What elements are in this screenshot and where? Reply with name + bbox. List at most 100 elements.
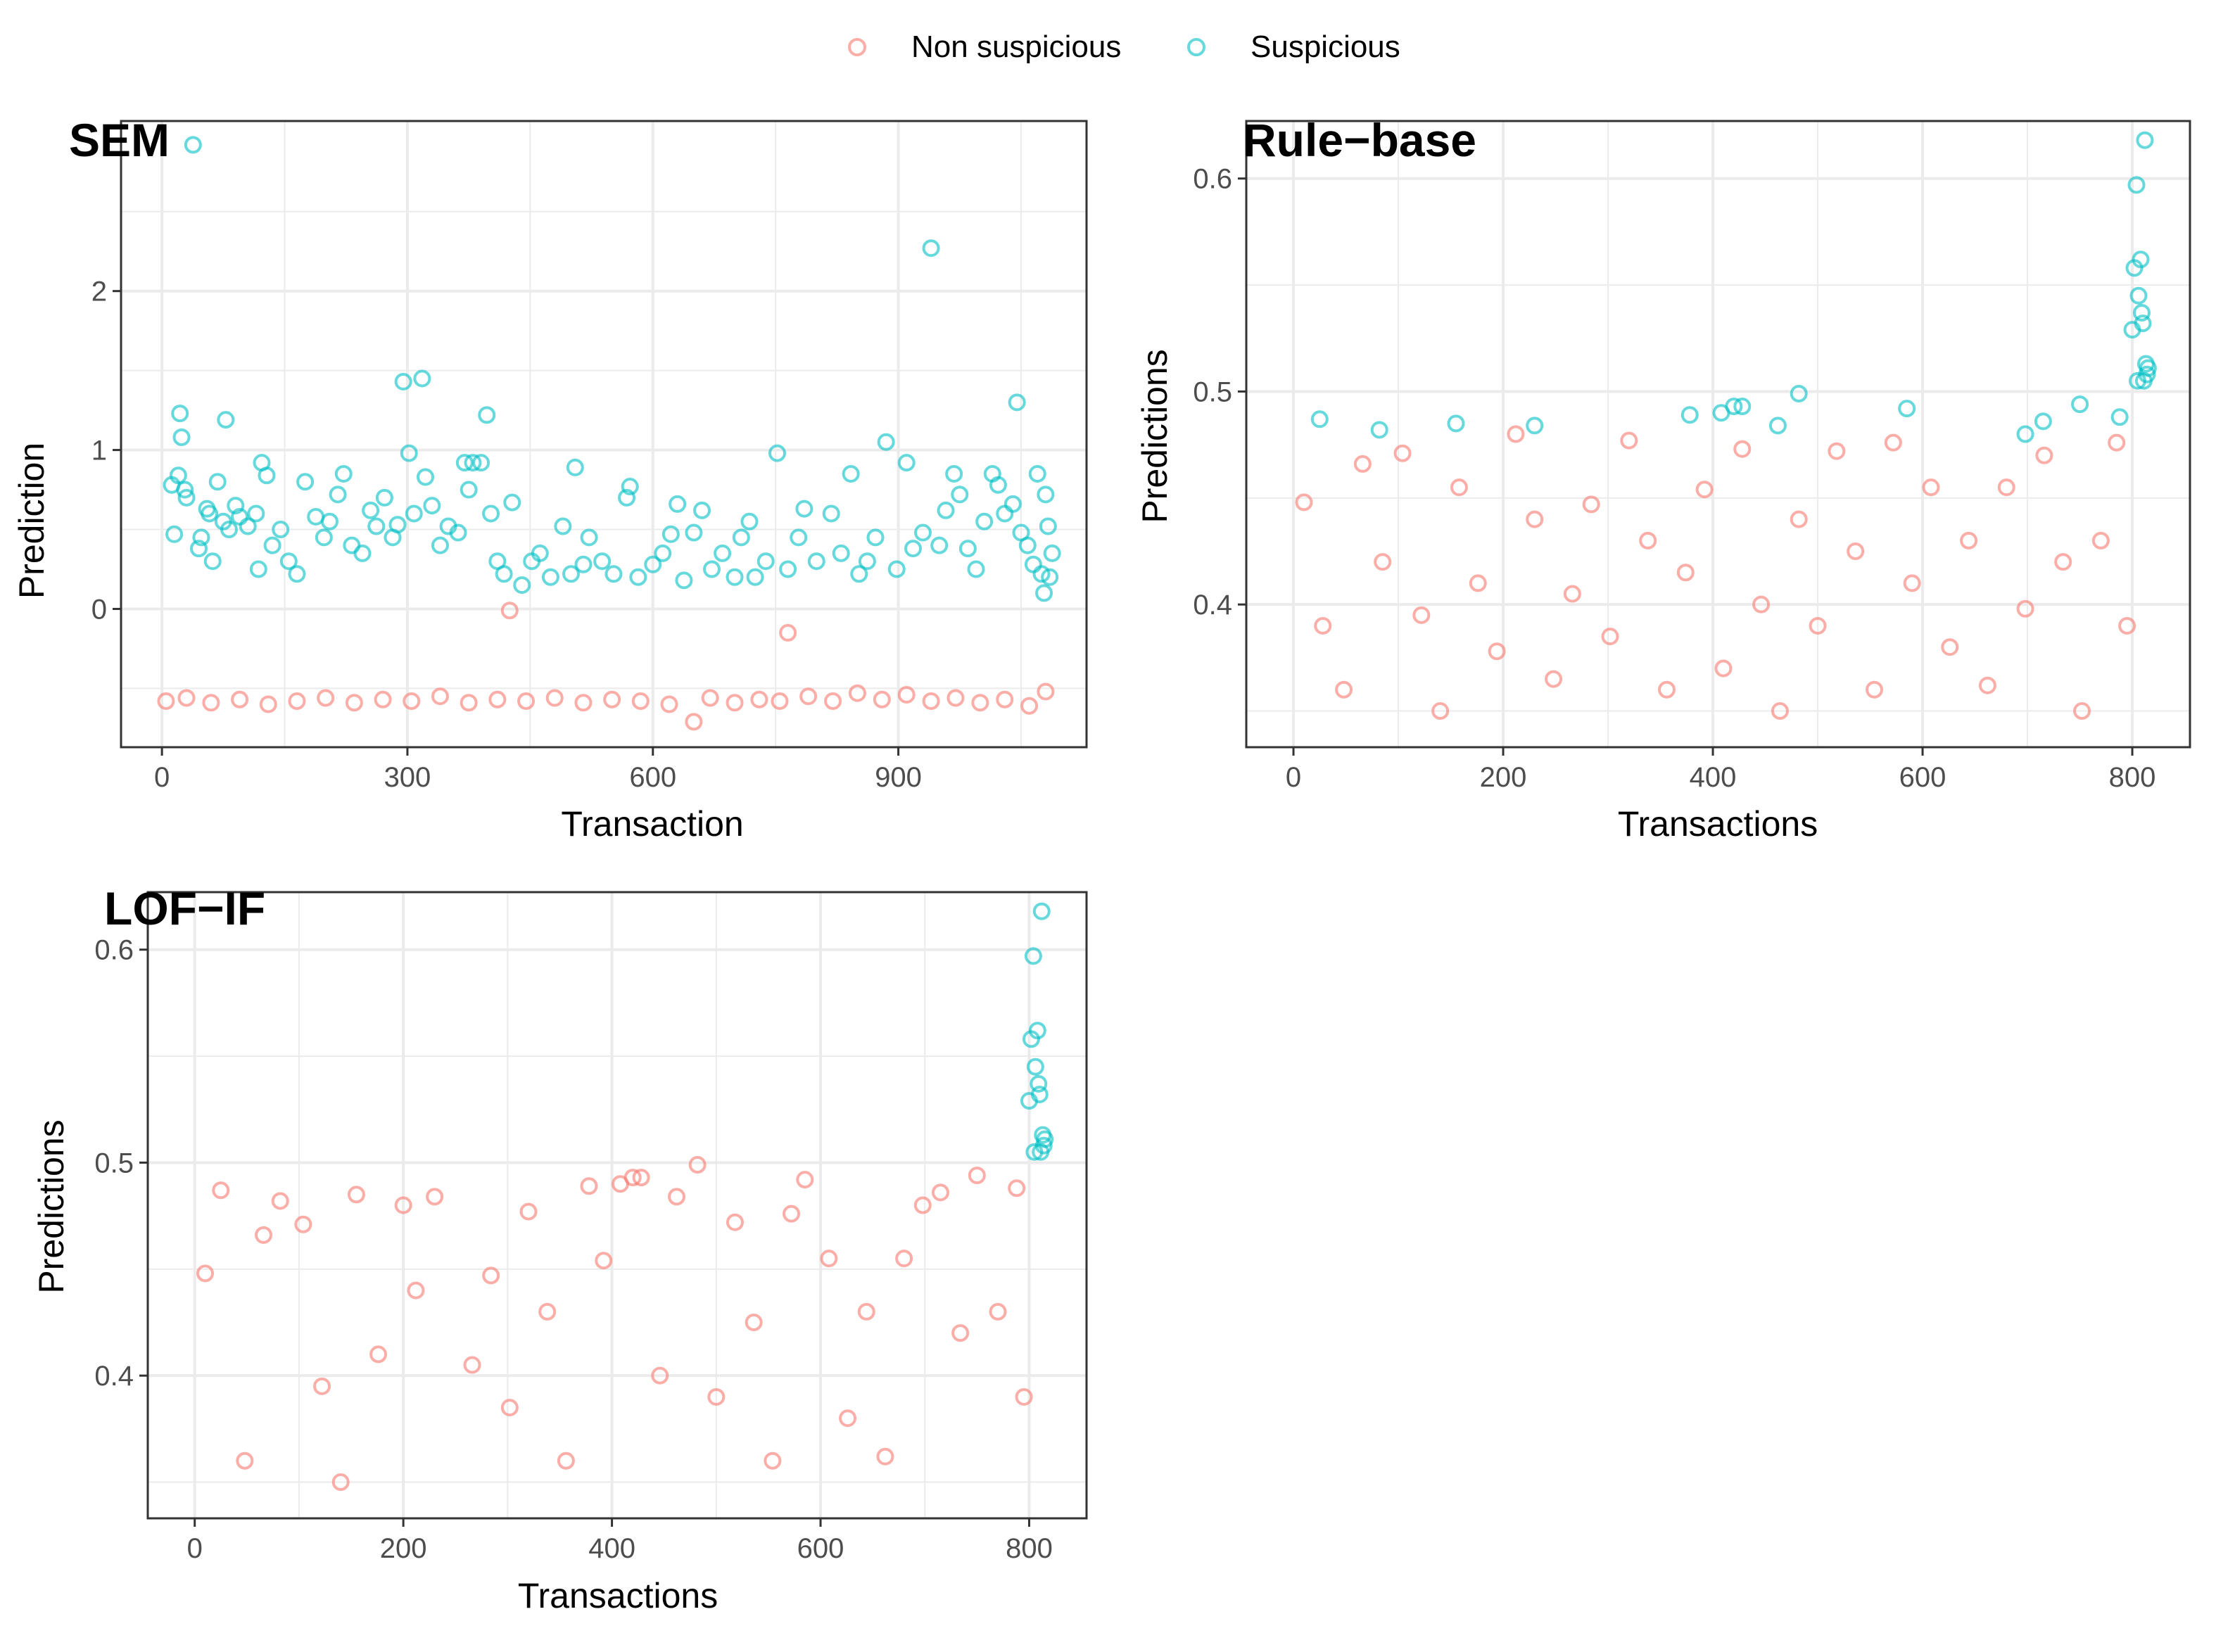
point-non-suspicious: [347, 1186, 365, 1204]
point-suspicious: [472, 454, 490, 472]
x-tick-label: 0: [154, 762, 170, 793]
point-suspicious: [201, 504, 219, 523]
point-suspicious: [574, 555, 593, 573]
point-non-suspicious: [517, 692, 536, 710]
point-suspicious: [2132, 250, 2150, 269]
point-suspicious: [288, 565, 306, 583]
point-non-suspicious: [1752, 595, 1771, 614]
point-suspicious: [858, 552, 876, 571]
point-suspicious: [449, 523, 467, 542]
point-non-suspicious: [2035, 446, 2053, 464]
point-suspicious: [1037, 485, 1055, 504]
point-suspicious: [989, 476, 1007, 494]
point-suspicious: [220, 521, 238, 539]
point-suspicious: [756, 552, 775, 571]
point-non-suspicious: [876, 1447, 894, 1466]
point-non-suspicious: [1922, 478, 1940, 497]
point-non-suspicious: [1450, 478, 1468, 497]
point-non-suspicious: [460, 694, 478, 712]
point-suspicious: [866, 528, 885, 547]
point-non-suspicious: [895, 1250, 913, 1268]
point-non-suspicious: [2016, 599, 2034, 618]
y-tick-label: 0.4: [1193, 590, 1232, 621]
point-suspicious: [375, 488, 393, 507]
point-non-suspicious: [595, 1252, 613, 1270]
point-non-suspicious: [294, 1215, 312, 1233]
point-suspicious: [604, 565, 623, 583]
panel-border: [146, 891, 1088, 1520]
point-non-suspicious: [1412, 606, 1431, 624]
point-suspicious: [279, 552, 298, 571]
point-non-suspicious: [1601, 628, 1619, 646]
point-suspicious: [1725, 398, 1743, 416]
point-suspicious: [320, 512, 338, 530]
legend-marker-non-suspicious: [848, 38, 866, 56]
point-suspicious: [807, 552, 825, 571]
point-suspicious: [732, 528, 750, 547]
point-non-suspicious: [463, 1356, 481, 1374]
point-non-suspicious: [1563, 585, 1581, 603]
point-non-suspicious: [1020, 697, 1039, 715]
panel-title: LOF−IF: [104, 882, 265, 934]
point-non-suspicious: [1295, 493, 1313, 512]
point-non-suspicious: [482, 1266, 500, 1285]
point-non-suspicious: [426, 1188, 444, 1206]
point-suspicious: [2127, 176, 2146, 194]
point-suspicious: [967, 560, 985, 578]
point-non-suspicious: [603, 690, 621, 709]
panel-sem: Prediction Transaction 0 300 600 900 0 1 2 SEM: [12, 114, 1088, 844]
point-non-suspicious: [631, 692, 650, 710]
point-non-suspicious: [1393, 444, 1412, 462]
point-suspicious: [1680, 406, 1699, 424]
point-suspicious: [423, 497, 441, 515]
point-suspicious: [913, 523, 932, 542]
point-non-suspicious: [212, 1181, 230, 1200]
point-non-suspicious: [1828, 442, 1846, 460]
point-non-suspicious: [996, 690, 1014, 709]
point-non-suspicious: [779, 623, 797, 642]
panel-rule-base: Predictions Transactions 0 200 400 600 800 0.…: [1135, 114, 2191, 844]
point-non-suspicious: [783, 1205, 801, 1223]
y-tick-label: 0.5: [1193, 376, 1232, 407]
point-non-suspicious: [1507, 425, 1525, 443]
point-non-suspicious: [557, 1451, 575, 1470]
point-non-suspicious: [745, 1313, 763, 1331]
point-suspicious: [495, 565, 513, 583]
point-non-suspicious: [796, 1171, 814, 1189]
point-suspicious: [975, 512, 994, 530]
point-suspicious: [192, 528, 210, 547]
point-suspicious: [618, 488, 636, 507]
point-non-suspicious: [1941, 638, 1959, 656]
point-non-suspicious: [431, 687, 449, 706]
point-suspicious: [1026, 1057, 1044, 1076]
point-suspicious: [850, 565, 868, 583]
point-suspicious: [922, 239, 940, 258]
point-suspicious: [172, 428, 191, 447]
point-suspicious: [832, 544, 850, 562]
point-suspicious: [353, 544, 372, 562]
point-suspicious: [1768, 417, 1787, 435]
point-suspicious: [171, 405, 189, 423]
point-suspicious: [329, 485, 347, 504]
point-suspicious: [239, 517, 257, 535]
point-suspicious: [1028, 1022, 1046, 1040]
point-non-suspicious: [331, 1473, 350, 1492]
point-suspicious: [249, 560, 267, 578]
point-suspicious: [258, 466, 276, 485]
point-suspicious: [1008, 393, 1026, 412]
point-suspicious: [2034, 412, 2052, 431]
point-suspicious: [478, 406, 496, 424]
point-suspicious: [165, 525, 184, 543]
point-non-suspicious: [857, 1302, 875, 1321]
point-suspicious: [842, 464, 860, 483]
y-axis-title: Prediction: [12, 443, 51, 599]
point-suspicious: [930, 536, 949, 554]
point-suspicious: [887, 560, 906, 578]
point-non-suspicious: [1997, 478, 2015, 497]
point-suspicious: [227, 497, 245, 515]
point-non-suspicious: [750, 690, 768, 709]
x-tick-label: 200: [1480, 762, 1527, 793]
point-non-suspicious: [255, 1226, 273, 1244]
point-non-suspicious: [685, 713, 703, 731]
x-tick-label: 0: [1286, 762, 1301, 793]
